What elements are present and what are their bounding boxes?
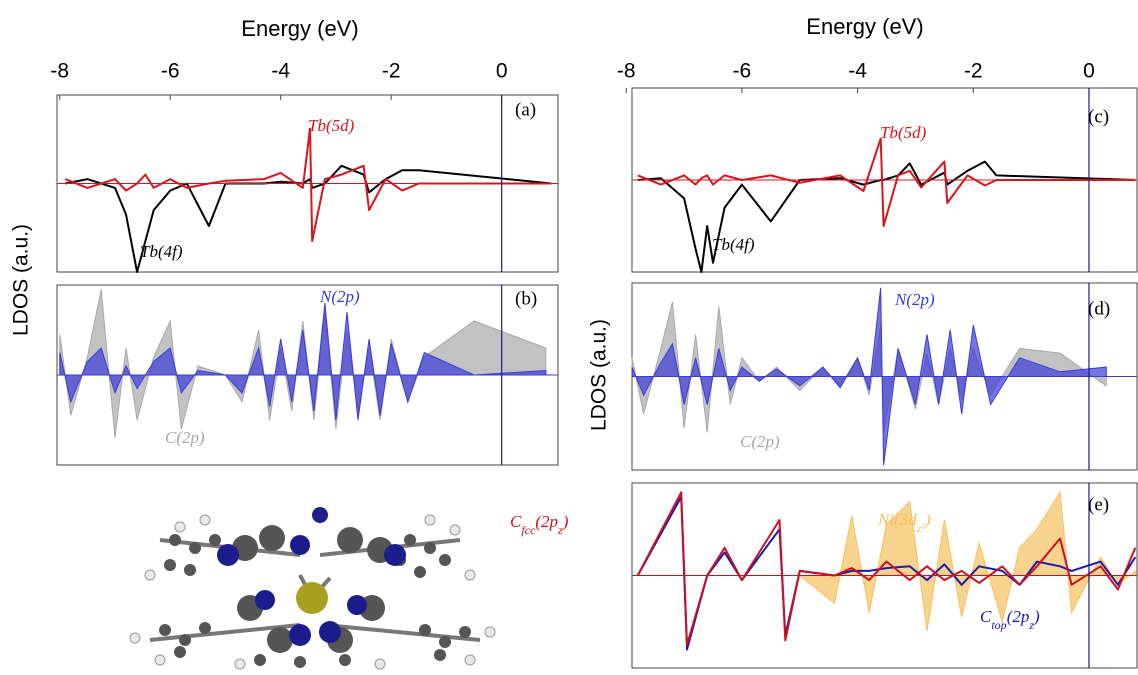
y-axis-label: LDOS (a.u.) xyxy=(588,319,611,431)
panel xyxy=(625,87,1138,273)
x-tick-label: -2 xyxy=(964,60,983,83)
line xyxy=(637,160,1136,273)
series-label: Cfcc(2pz) xyxy=(510,512,569,537)
series-label-part: Ni(3d xyxy=(877,510,917,529)
x-tick-label: 0 xyxy=(1083,60,1095,83)
series-label-part: z² xyxy=(916,521,926,535)
molecule xyxy=(129,507,496,670)
panel-label: (e) xyxy=(1088,494,1109,515)
series-label: Tb(5d) xyxy=(308,116,355,135)
series-label-part: Tb(5d) xyxy=(880,123,927,142)
series-label-part: Tb(4f) xyxy=(140,242,183,261)
x-tick-label: -2 xyxy=(382,60,401,83)
panel xyxy=(631,482,1138,669)
panel-label: (b) xyxy=(515,288,537,309)
panel-label: (c) xyxy=(1088,106,1109,127)
line xyxy=(636,491,1137,646)
x-tick-label: -4 xyxy=(848,60,867,83)
series-label-part: fcc xyxy=(521,523,536,537)
series-label-part: z xyxy=(557,523,563,537)
series-label: N(2p) xyxy=(319,287,360,306)
series-label-part: ) xyxy=(1033,607,1040,626)
line xyxy=(637,137,1136,227)
panel xyxy=(56,284,559,466)
series-label-part: Tb(4f) xyxy=(712,235,755,254)
series-label-part: C(2p) xyxy=(740,432,780,451)
line xyxy=(636,495,1137,651)
axis-title: Energy (eV) xyxy=(806,14,923,39)
series-label-part: (2p xyxy=(1007,607,1030,626)
x-tick-label: 0 xyxy=(496,60,508,83)
series-label-part: Tb(5d) xyxy=(308,116,355,135)
panel-label: (a) xyxy=(515,99,536,120)
x-tick-label: -6 xyxy=(161,60,180,83)
series-label: Tb(4f) xyxy=(140,242,183,261)
area xyxy=(59,302,547,421)
axis-title: Energy (eV) xyxy=(241,16,358,41)
line xyxy=(65,164,552,273)
series-label-part: top xyxy=(991,618,1006,632)
series-label: Ctop(2pz) xyxy=(980,607,1040,632)
line xyxy=(64,127,552,242)
series-label-part: ) xyxy=(924,510,931,529)
series-label-part: C(2p) xyxy=(165,428,205,447)
series-label: Tb(4f) xyxy=(712,235,755,254)
series-label-part: N(2p) xyxy=(894,290,935,309)
series-label: C(2p) xyxy=(165,428,205,447)
series-label-part: C xyxy=(980,607,992,626)
x-tick-label: -6 xyxy=(733,60,752,83)
x-tick-label: -8 xyxy=(617,60,636,83)
series-label: N(2p) xyxy=(894,290,935,309)
y-axis-label: LDOS (a.u.) xyxy=(10,224,33,336)
series-label: Ni(3dz²) xyxy=(877,510,931,535)
series-label-part: C xyxy=(510,512,522,531)
series-label: C(2p) xyxy=(740,432,780,451)
series-label-part: N(2p) xyxy=(319,287,360,306)
series-label-part: (2p xyxy=(535,512,558,531)
panel xyxy=(631,282,1138,471)
x-tick-label: -4 xyxy=(271,60,290,83)
series-label-part: ) xyxy=(562,512,569,531)
series-label-part: z xyxy=(1028,618,1034,632)
series-label: Tb(5d) xyxy=(880,123,927,142)
panel xyxy=(56,94,559,273)
x-tick-label: -8 xyxy=(50,60,69,83)
panel-label: (d) xyxy=(1088,298,1110,319)
